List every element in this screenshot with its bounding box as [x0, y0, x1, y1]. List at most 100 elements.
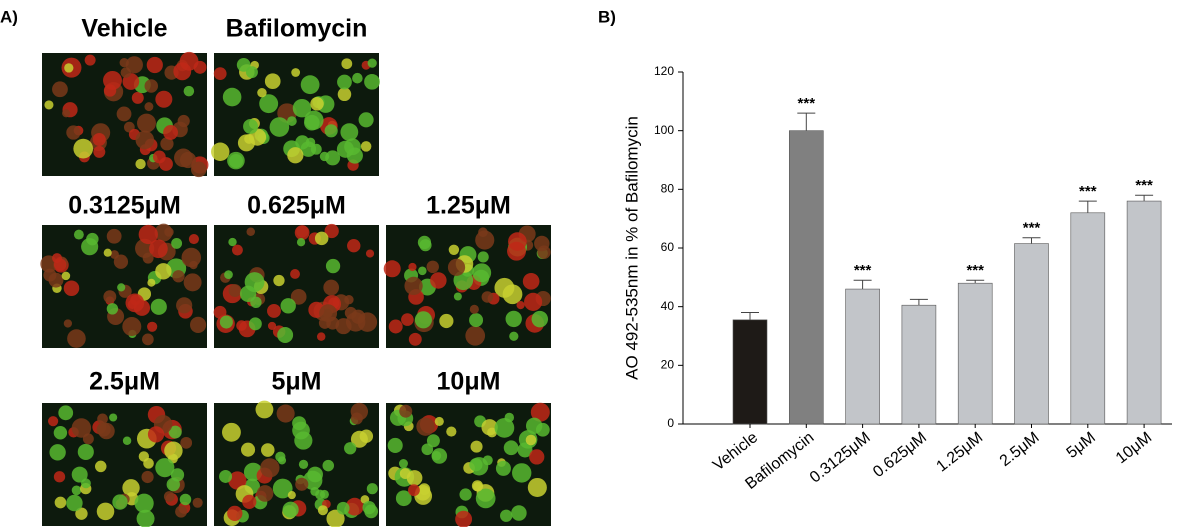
cell	[44, 100, 54, 110]
x-tick-label: 0.3125μM	[807, 429, 874, 486]
cell	[48, 272, 64, 288]
x-tick-label: 1.25μM	[933, 429, 986, 475]
bar	[788, 130, 824, 425]
cell	[264, 73, 281, 90]
cell	[535, 422, 550, 437]
cell	[319, 304, 338, 323]
cell	[135, 130, 155, 150]
cell	[434, 416, 444, 427]
cell	[316, 332, 326, 341]
cell	[336, 501, 350, 515]
significance-label: ***	[1079, 183, 1097, 200]
cell	[213, 305, 227, 319]
cell	[135, 158, 146, 170]
cell	[62, 109, 71, 118]
cell	[171, 237, 183, 249]
cell	[447, 258, 466, 276]
cell	[71, 485, 82, 496]
cell	[319, 489, 329, 499]
cell	[465, 325, 486, 346]
cell	[66, 125, 81, 140]
cell	[242, 494, 257, 509]
cell	[73, 138, 94, 159]
micrograph	[42, 403, 207, 528]
cell	[143, 458, 154, 469]
cell	[180, 436, 193, 449]
cell	[395, 490, 412, 507]
cell	[337, 74, 352, 90]
cell	[103, 290, 117, 304]
cell	[500, 509, 513, 522]
cell	[505, 310, 522, 328]
cell	[525, 434, 537, 446]
cell	[527, 477, 547, 498]
cell	[307, 466, 323, 483]
cell	[120, 67, 132, 78]
cell	[256, 485, 274, 502]
cell	[360, 141, 372, 152]
cell	[324, 223, 339, 239]
y-tick-label: 120	[654, 64, 674, 78]
cell	[341, 58, 353, 70]
cell	[84, 54, 96, 66]
bar	[957, 282, 993, 425]
bar	[845, 288, 880, 425]
cell	[459, 488, 472, 501]
cell	[261, 443, 275, 457]
cell	[53, 471, 66, 483]
cell	[511, 505, 527, 521]
cell	[147, 426, 165, 443]
cell	[290, 289, 307, 305]
cell	[408, 484, 420, 497]
cell	[110, 250, 119, 259]
cell	[94, 460, 107, 473]
cell	[304, 114, 320, 131]
cell	[512, 463, 532, 483]
cell	[469, 313, 484, 328]
x-tick-label: 10μM	[1113, 429, 1155, 467]
cell	[383, 260, 401, 278]
cell	[63, 319, 73, 328]
cell	[232, 244, 243, 256]
cell	[147, 278, 156, 287]
significance-label: ***	[1135, 177, 1153, 194]
image-label: 10μM	[437, 368, 501, 396]
cell	[298, 459, 309, 470]
cell	[508, 232, 527, 251]
cell	[52, 253, 63, 264]
y-tick-label: 20	[661, 358, 675, 372]
cell	[367, 58, 377, 68]
cell	[534, 235, 550, 252]
y-tick-label: 100	[654, 123, 674, 137]
cell	[106, 303, 119, 315]
cell	[495, 460, 511, 476]
cell	[322, 459, 335, 472]
micrograph	[40, 223, 207, 348]
cell	[116, 106, 132, 122]
cell	[358, 112, 374, 128]
cell	[470, 440, 483, 453]
cell	[243, 118, 259, 134]
cell	[164, 227, 174, 237]
cell	[163, 125, 178, 140]
cell	[149, 239, 168, 259]
cell	[163, 491, 175, 502]
cell	[273, 274, 285, 287]
cell	[351, 309, 366, 324]
cell	[276, 404, 295, 423]
cell	[364, 73, 380, 90]
cell	[421, 443, 434, 456]
cell	[323, 279, 340, 296]
cell	[58, 405, 74, 421]
cell	[426, 260, 439, 274]
cell	[431, 450, 442, 461]
cell	[236, 320, 247, 331]
cell	[190, 316, 207, 333]
cell	[448, 244, 460, 255]
cell	[352, 72, 363, 84]
cell	[190, 161, 207, 178]
cell	[287, 116, 297, 126]
cell	[227, 505, 243, 522]
significance-label: ***	[798, 95, 816, 112]
micrograph	[383, 225, 551, 348]
